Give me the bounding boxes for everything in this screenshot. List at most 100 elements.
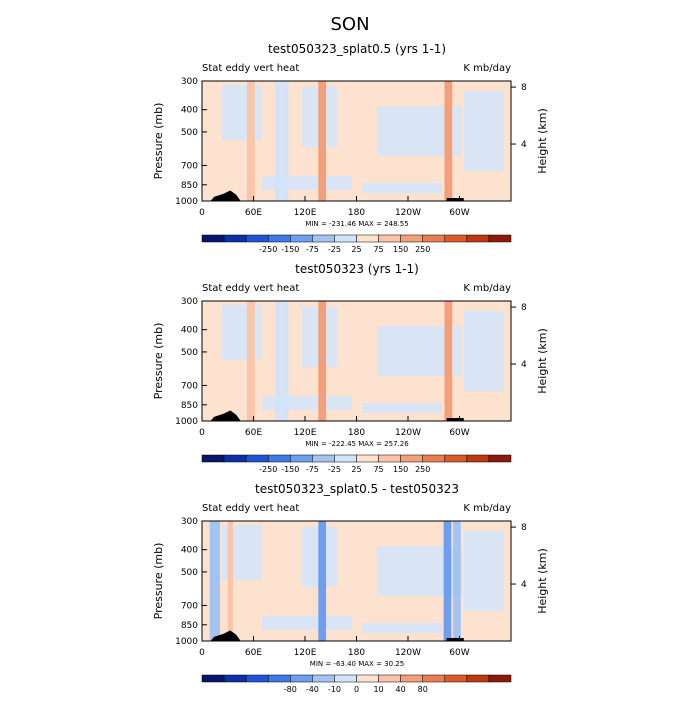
terrain-andes <box>446 418 464 421</box>
x-tick-label: 60W <box>449 208 469 218</box>
units-label: K mb/day <box>463 283 511 294</box>
page-title: SON <box>330 14 369 35</box>
feature-stripe <box>247 301 255 421</box>
colorbar-swatch <box>488 234 512 243</box>
colorbar-label: -250 <box>259 465 277 474</box>
units-label: K mb/day <box>463 63 511 74</box>
colorbar-swatch <box>488 454 512 463</box>
x-tick-label: 120W <box>395 428 421 438</box>
y-right-tick-label: 4 <box>521 580 527 590</box>
min-max-stats: MIN = -63.40 MAX = 30.25 <box>310 660 404 668</box>
colorbar-swatch <box>334 454 357 463</box>
colorbar-label: 250 <box>415 245 430 254</box>
colorbar-swatch <box>201 454 225 463</box>
chart-title: test050323 (yrs 1-1) <box>295 262 419 276</box>
colorbar-label: 80 <box>418 685 428 694</box>
colorbar-label: -40 <box>306 685 319 694</box>
colorbar-swatch <box>488 674 512 683</box>
colorbar-swatch <box>223 234 247 243</box>
y-axis-title: Pressure (mb) <box>152 543 165 620</box>
x-tick-label: 60W <box>449 648 469 658</box>
x-tick-label: 180 <box>348 648 365 658</box>
colorbar-label: 75 <box>373 245 383 254</box>
y-right-axis-title: Height (km) <box>536 548 549 614</box>
colorbar-label: 40 <box>396 685 406 694</box>
colorbar-swatch <box>290 454 313 463</box>
colorbar-label: -150 <box>281 245 299 254</box>
x-tick-label: 60E <box>245 428 262 438</box>
field-patch <box>222 85 262 140</box>
colorbar-swatch <box>378 234 401 243</box>
x-tick-label: 120W <box>395 208 421 218</box>
colorbar-swatch <box>378 674 401 683</box>
feature-stripe <box>318 521 327 641</box>
x-tick-label: 120E <box>294 648 317 658</box>
colorbar-swatch <box>267 234 291 243</box>
colorbar-swatch <box>334 674 357 683</box>
colorbar-swatch <box>356 674 379 683</box>
chart-panel: test050323_splat0.5 (yrs 1-1) Stat eddy v… <box>152 42 549 254</box>
x-tick-label: 0 <box>199 648 205 658</box>
x-tick-label: 60E <box>245 208 262 218</box>
terrain-africa <box>210 190 241 201</box>
field-patch <box>262 616 352 630</box>
colorbar-label: 75 <box>373 465 383 474</box>
colorbar-label: 10 <box>373 685 383 694</box>
y-tick-label: 400 <box>181 546 198 556</box>
x-tick-label: 180 <box>348 208 365 218</box>
y-tick-label: 850 <box>181 181 198 191</box>
feature-stripe <box>453 521 461 641</box>
y-right-tick-label: 8 <box>521 83 527 93</box>
field-label: Stat eddy vert heat <box>202 63 299 74</box>
y-tick-label: 300 <box>181 517 198 527</box>
colorbar-swatch <box>223 454 247 463</box>
colorbar-swatch <box>466 234 490 243</box>
colorbar-label: 150 <box>393 245 408 254</box>
x-tick-label: 0 <box>199 208 205 218</box>
x-tick-label: 120E <box>294 208 317 218</box>
colorbar-swatch <box>267 454 291 463</box>
y-tick-label: 300 <box>181 77 198 87</box>
x-tick-label: 60W <box>449 428 469 438</box>
colorbar-label: -80 <box>284 685 297 694</box>
feature-stripe <box>280 301 289 421</box>
x-tick-label: 120E <box>294 428 317 438</box>
colorbar-swatch <box>378 454 401 463</box>
colorbar-swatch <box>422 454 446 463</box>
feature-stripe <box>444 301 453 421</box>
y-tick-label: 500 <box>181 128 198 138</box>
colorbar-label: -150 <box>281 465 299 474</box>
min-max-stats: MIN = -231.46 MAX = 248.55 <box>305 220 408 228</box>
feature-stripe <box>274 81 281 201</box>
colorbar-label: -75 <box>306 245 319 254</box>
colorbar-swatch <box>201 674 225 683</box>
y-tick-label: 700 <box>181 161 198 171</box>
field-patch <box>222 305 262 360</box>
colorbar-label: 0 <box>354 685 359 694</box>
colorbar-swatch <box>356 454 379 463</box>
colorbar-swatch <box>334 234 357 243</box>
y-right-axis-title: Height (km) <box>536 108 549 174</box>
feature-stripe <box>274 301 281 421</box>
feature-stripe <box>247 81 255 201</box>
colorbar-label: 25 <box>351 245 361 254</box>
x-tick-label: 60E <box>245 648 262 658</box>
colorbar-swatch <box>422 234 446 243</box>
y-tick-label: 400 <box>181 106 198 116</box>
y-tick-label: 500 <box>181 568 198 578</box>
colorbar-swatch <box>356 234 379 243</box>
y-right-tick-label: 4 <box>521 360 527 370</box>
chart-title: test050323_splat0.5 (yrs 1-1) <box>268 42 446 56</box>
feature-stripe <box>318 301 327 421</box>
y-tick-label: 300 <box>181 297 198 307</box>
feature-stripe <box>444 81 453 201</box>
y-axis-title: Pressure (mb) <box>152 323 165 400</box>
y-right-tick-label: 8 <box>521 523 527 533</box>
chart-title: test050323_splat0.5 - test050323 <box>255 482 459 496</box>
y-tick-label: 1000 <box>175 197 198 207</box>
chart-panel: test050323 (yrs 1-1) Stat eddy vert heat K… <box>152 262 549 474</box>
y-axis-title: Pressure (mb) <box>152 103 165 180</box>
terrain-africa <box>210 410 241 421</box>
